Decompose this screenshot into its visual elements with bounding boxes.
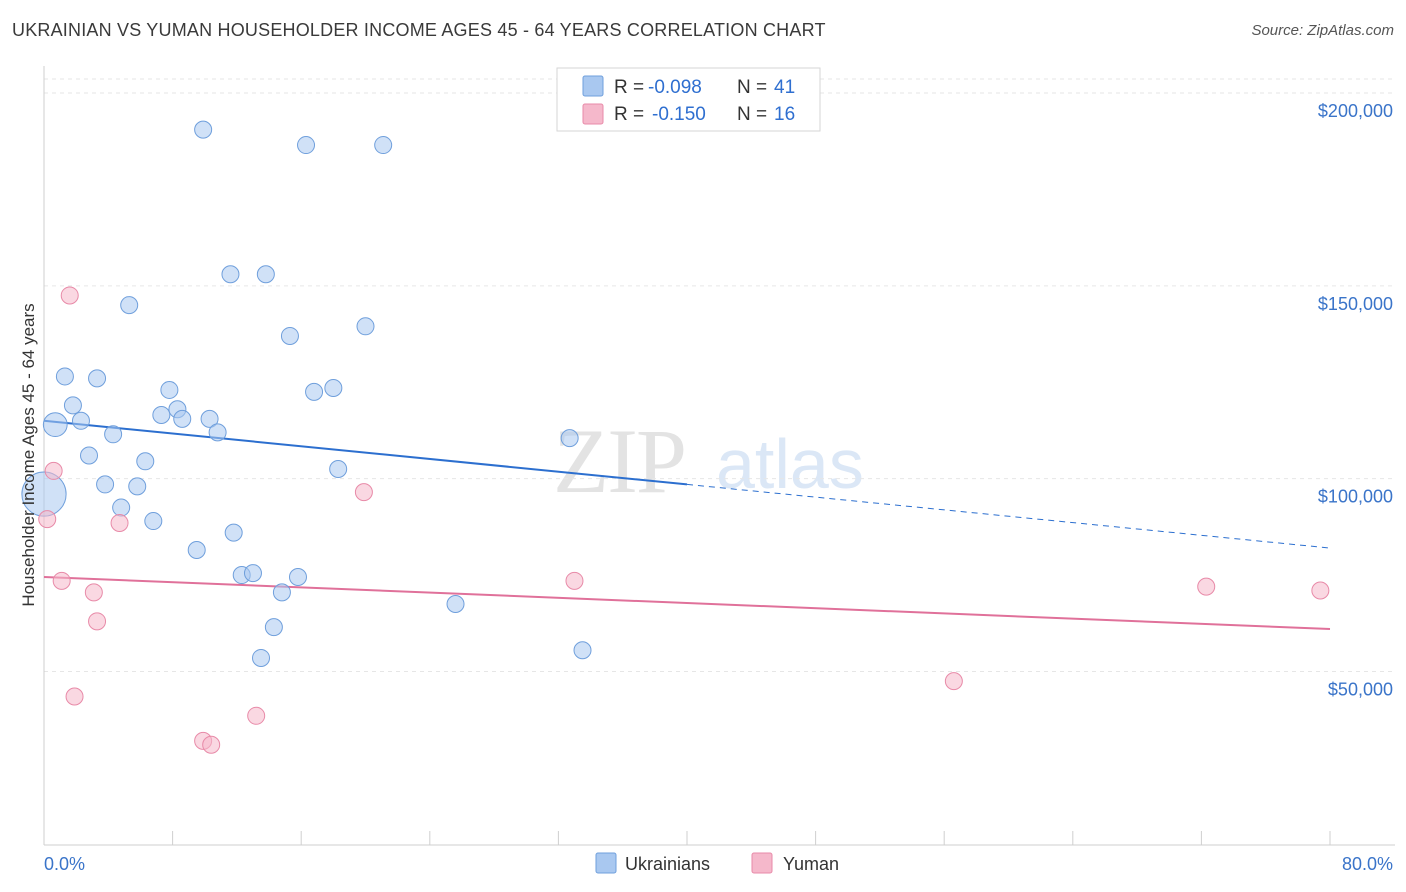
axes xyxy=(43,66,1395,846)
data-point-ukrainians xyxy=(55,367,74,386)
data-point-ukrainians xyxy=(71,411,90,430)
data-point-yuman xyxy=(38,510,57,529)
chart-title: UKRAINIAN VS YUMAN HOUSEHOLDER INCOME AG… xyxy=(12,20,826,40)
data-point-ukrainians xyxy=(128,477,147,496)
data-point-ukrainians xyxy=(200,409,219,428)
legend-n-label-2: N = xyxy=(737,104,767,125)
data-point-ukrainians xyxy=(136,452,155,471)
data-point-ukrainians xyxy=(264,618,283,637)
data-point-ukrainians xyxy=(112,498,131,517)
legend-r-label-2: R = xyxy=(614,104,644,125)
data-point-ukrainians xyxy=(104,425,123,444)
data-point-ukrainians xyxy=(42,412,68,438)
grid-lines xyxy=(44,78,1395,672)
correlation-legend: R = -0.098 N = 41 R = -0.150 N = 16 xyxy=(556,67,821,132)
data-point-ukrainians xyxy=(305,382,324,401)
legend-n-label-1: N = xyxy=(737,77,767,98)
data-point-ukrainians xyxy=(243,564,262,583)
y-axis-label: Householder Income Ages 45 - 64 years xyxy=(19,303,38,606)
data-point-ukrainians xyxy=(173,409,192,428)
data-point-ukrainians xyxy=(256,265,275,284)
bottom-legend-swatch-yuman xyxy=(751,852,773,874)
data-point-yuman xyxy=(202,735,221,754)
data-points xyxy=(21,120,1330,754)
trend-line-ukrainians xyxy=(43,419,688,486)
data-point-yuman xyxy=(44,461,63,480)
data-point-ukrainians xyxy=(80,446,99,465)
source-label: Source: ZipAtlas.com xyxy=(1251,22,1394,39)
data-point-ukrainians xyxy=(224,523,243,542)
data-point-ukrainians xyxy=(324,379,343,398)
data-point-yuman xyxy=(65,687,84,706)
data-point-ukrainians xyxy=(208,423,227,442)
y-tick-label: $200,000 xyxy=(1318,101,1393,121)
legend-r-value-2: -0.150 xyxy=(652,104,706,125)
data-point-ukrainians xyxy=(446,594,465,613)
legend-r-value-1: -0.098 xyxy=(648,77,702,98)
trend-line-yuman xyxy=(43,575,1331,631)
bottom-legend-swatch-ukrainians xyxy=(595,852,617,874)
x-tick-label-min: 0.0% xyxy=(44,854,85,874)
trend-lines xyxy=(43,419,1331,631)
data-point-ukrainians xyxy=(297,136,316,155)
data-point-ukrainians xyxy=(374,136,393,155)
y-tick-label: $100,000 xyxy=(1318,487,1393,507)
data-point-ukrainians xyxy=(272,583,291,602)
data-point-ukrainians xyxy=(96,475,115,494)
x-tick-label-max: 80.0% xyxy=(1342,854,1393,874)
data-point-yuman xyxy=(84,583,103,602)
data-point-ukrainians xyxy=(356,317,375,336)
data-point-yuman xyxy=(565,571,584,590)
data-point-ukrainians xyxy=(288,567,307,586)
data-point-ukrainians xyxy=(144,512,163,531)
trend-line-extension-ukrainians xyxy=(686,483,1331,549)
data-point-ukrainians xyxy=(187,540,206,559)
legend-swatch-ukrainians xyxy=(582,75,604,97)
y-tick-labels: $50,000 $100,000 $150,000 $200,000 xyxy=(1318,101,1393,699)
data-point-yuman xyxy=(354,483,373,502)
data-point-ukrainians xyxy=(88,369,107,388)
data-point-ukrainians xyxy=(120,296,139,315)
legend-swatch-yuman xyxy=(582,103,604,125)
data-point-yuman xyxy=(52,571,71,590)
legend-n-value-1: 41 xyxy=(774,77,795,98)
data-point-ukrainians xyxy=(280,326,299,345)
watermark-zip-text: ZIP xyxy=(553,410,685,512)
data-point-ukrainians xyxy=(160,380,179,399)
y-tick-label: $150,000 xyxy=(1318,294,1393,314)
data-point-ukrainians xyxy=(560,429,579,448)
data-point-ukrainians xyxy=(329,459,348,478)
watermark: ZIP atlas xyxy=(553,410,864,512)
data-point-ukrainians xyxy=(221,265,240,284)
data-point-yuman xyxy=(247,706,266,725)
data-point-yuman xyxy=(1311,581,1330,600)
series-legend: Ukrainians Yuman xyxy=(595,852,839,874)
legend-r-label-1: R = xyxy=(614,77,644,98)
data-point-yuman xyxy=(944,672,963,691)
data-point-yuman xyxy=(110,513,129,532)
data-point-yuman xyxy=(1197,577,1216,596)
data-point-ukrainians xyxy=(194,120,213,139)
data-point-ukrainians xyxy=(63,396,82,415)
data-point-ukrainians xyxy=(252,648,271,667)
bottom-legend-label-yuman: Yuman xyxy=(783,854,839,874)
legend-n-value-2: 16 xyxy=(774,104,795,125)
bottom-legend-label-ukrainians: Ukrainians xyxy=(625,854,710,874)
watermark-atlas-text: atlas xyxy=(716,425,864,503)
data-point-yuman xyxy=(60,286,79,305)
data-point-ukrainians xyxy=(573,641,592,660)
data-point-ukrainians xyxy=(152,406,171,425)
y-tick-label: $50,000 xyxy=(1328,679,1393,699)
data-point-yuman xyxy=(88,612,107,631)
